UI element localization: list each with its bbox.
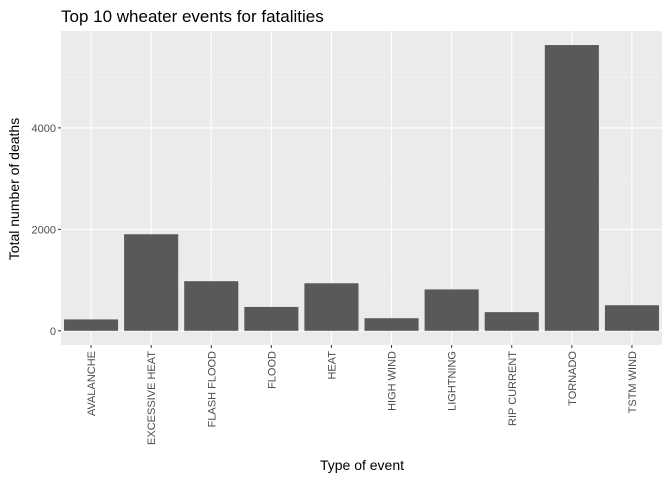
y-tick-label: 0 [50,326,56,338]
x-tick-label: TSTM WIND [627,351,639,413]
x-tick-label: TORNADO [567,351,579,406]
bar-high-wind [364,318,419,331]
y-axis-title: Total number of deaths [6,118,22,260]
x-tick-label: LIGHTNING [447,351,459,411]
x-tick-label: FLASH FLOOD [206,351,218,427]
bar-heat [304,283,359,331]
bar-rip-current [484,312,539,331]
bars [64,45,659,331]
x-tick-label: HEAT [326,351,338,380]
bar-tornado [544,45,599,331]
x-tick-label: FLOOD [266,351,278,389]
bar-tstm-wind [604,305,659,331]
x-tick-label: AVALANCHE [86,351,98,416]
bar-flash-flood [184,281,239,331]
bar-lightning [424,289,479,331]
y-axis-ticks: 0 2000 4000 [32,123,61,338]
bar-excessive-heat [124,234,179,331]
x-tick-label: HIGH WIND [387,351,399,411]
x-tick-label: EXCESSIVE HEAT [146,351,158,445]
chart-title: Top 10 wheater events for fatalities [61,7,324,26]
x-tick-label: RIP CURRENT [507,351,519,426]
x-axis-title: Type of event [320,457,404,473]
y-tick-label: 4000 [32,123,56,135]
bar-flood [244,306,299,331]
y-tick-label: 2000 [32,224,56,236]
x-axis-ticks: AVALANCHE EXCESSIVE HEAT FLASH FLOOD FLOOD H… [86,345,639,445]
bar-avalanche [64,319,119,331]
